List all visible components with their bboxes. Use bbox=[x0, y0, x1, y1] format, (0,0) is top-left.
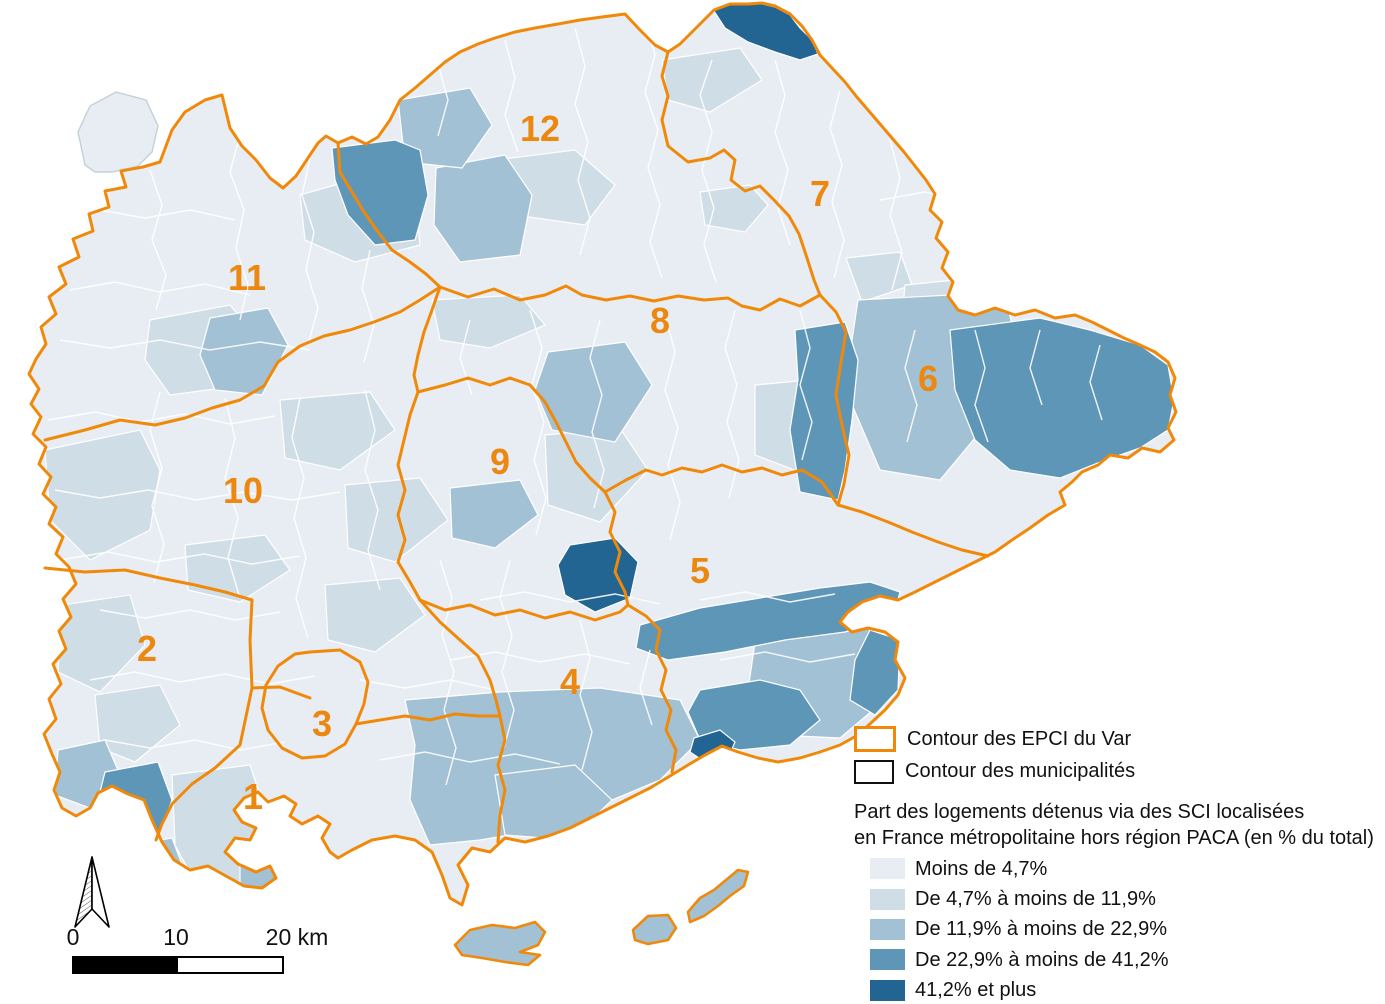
exclave-commune bbox=[77, 91, 159, 173]
north-arrow bbox=[74, 856, 110, 928]
class-2-swatch bbox=[870, 888, 905, 910]
epci-label-5: 5 bbox=[690, 550, 710, 591]
epci-border-9-east bbox=[528, 383, 607, 494]
epci-border-10-8 bbox=[412, 285, 442, 394]
epci-border-3-ring bbox=[260, 648, 370, 760]
epci-border-9-4 bbox=[418, 598, 630, 622]
legend-title: Part des logements détenus via des SCI l… bbox=[854, 799, 1379, 852]
epci-label-11: 11 bbox=[228, 257, 266, 298]
legend-class-row: 41,2% et plus bbox=[854, 977, 1379, 1003]
epci-label-8: 8 bbox=[650, 300, 670, 341]
legend-class-row: De 22,9% à moins de 41,2% bbox=[854, 947, 1379, 973]
municipality-contour-label: Contour des municipalités bbox=[905, 760, 1136, 783]
epci-border-8-5 bbox=[603, 463, 840, 507]
islands bbox=[453, 868, 750, 967]
epci-label-10: 10 bbox=[223, 470, 263, 511]
epci-border-12-8 bbox=[438, 284, 744, 308]
legend-title-line1: Part des logements détenus via des SCI l… bbox=[854, 800, 1305, 823]
scale-tick-10: 10 bbox=[163, 924, 189, 950]
epci-borders bbox=[27, 1, 1178, 907]
var-choropleth-map: 1 2 3 4 5 6 7 8 9 10 11 12 bbox=[27, 1, 1178, 967]
epci-border-10-9 bbox=[396, 390, 422, 602]
scale-bar: 0 10 20 km bbox=[60, 924, 380, 974]
epci-label-4: 4 bbox=[560, 661, 580, 702]
map-canvas: 1 2 3 4 5 6 7 8 9 10 11 12 bbox=[27, 1, 1178, 967]
class-1-swatch bbox=[870, 858, 905, 880]
scale-bar-graphic bbox=[72, 956, 284, 974]
epci-border-4-5 bbox=[626, 603, 678, 774]
municipality-contour-swatch bbox=[854, 759, 894, 784]
epci-label-1: 1 bbox=[243, 776, 263, 817]
epci-border-1-10 bbox=[250, 685, 312, 700]
epci-border-11-12 bbox=[336, 141, 442, 289]
legend-class-row: De 4,7% à moins de 11,9% bbox=[854, 886, 1379, 912]
epci-border-11-10 bbox=[43, 285, 442, 442]
legend-class-row: Moins de 4,7% bbox=[854, 856, 1379, 882]
scale-tick-0: 0 bbox=[66, 924, 80, 950]
epci-label-3: 3 bbox=[312, 703, 332, 744]
class-3-label: De 11,9% à moins de 22,9% bbox=[915, 918, 1168, 941]
epci-label-12: 12 bbox=[520, 108, 560, 149]
legend-epci-contour-row: Contour des EPCI du Var bbox=[854, 726, 1379, 753]
scale-bar-filled-segment bbox=[74, 958, 178, 972]
epci-label-2: 2 bbox=[137, 628, 157, 669]
epci-border-1-3-north bbox=[354, 712, 502, 726]
legend-municipality-contour-row: Contour des municipalités bbox=[854, 758, 1379, 784]
class-4-label: De 22,9% à moins de 41,2% bbox=[915, 948, 1169, 971]
scale-tick-20: 20 km bbox=[265, 924, 329, 950]
scale-bar-empty-segment bbox=[178, 958, 282, 972]
epci-contour-label: Contour des EPCI du Var bbox=[907, 728, 1132, 750]
epci-border-1-4 bbox=[496, 714, 507, 844]
epci-label-9: 9 bbox=[490, 441, 510, 482]
epci-number-labels: 1 2 3 4 5 6 7 8 9 10 11 12 bbox=[137, 108, 938, 817]
epci-border-7-8 bbox=[740, 293, 822, 312]
island-levant bbox=[686, 868, 750, 924]
class-5-label: 41,2% et plus bbox=[915, 979, 1037, 1002]
epci-border-10-4 bbox=[418, 598, 502, 718]
epci-border-2-1 bbox=[154, 598, 254, 842]
island-port-cros bbox=[631, 913, 678, 946]
epci-border-5-6 bbox=[836, 503, 990, 558]
epci-contour-swatch bbox=[854, 726, 896, 753]
epci-border-6-west bbox=[818, 293, 851, 507]
class-2-label: De 4,7% à moins de 11,9% bbox=[915, 887, 1156, 910]
class-1-label: Moins de 4,7% bbox=[915, 857, 1048, 880]
epci-border-12-7 bbox=[660, 50, 822, 297]
epci-border-9-north bbox=[416, 376, 532, 394]
epci-border-2-10 bbox=[43, 566, 254, 602]
class-3-swatch bbox=[870, 919, 905, 941]
legend-title-line2: en France métropolitaine hors région PAC… bbox=[854, 827, 1374, 850]
island-porquerolles bbox=[453, 920, 547, 967]
class-5-swatch bbox=[870, 979, 905, 1001]
map-legend: Contour des EPCI du Var Contour des muni… bbox=[854, 726, 1379, 1004]
epci-label-6: 6 bbox=[918, 358, 938, 399]
epci-label-7: 7 bbox=[810, 173, 830, 214]
legend-class-row: De 11,9% à moins de 22,9% bbox=[854, 916, 1379, 942]
class-4-swatch bbox=[870, 949, 905, 971]
epci-border-9-5 bbox=[603, 490, 630, 607]
